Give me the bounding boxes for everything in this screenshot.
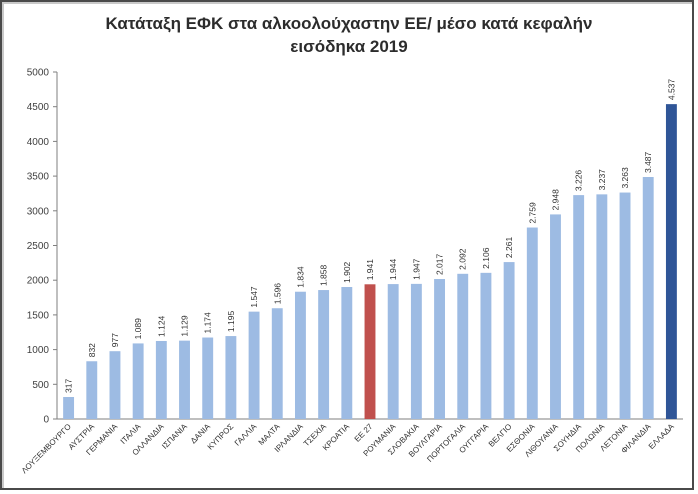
chart-title: Κατάταξη ΕΦΚ στα αλκοολούχαστην ΕΕ/ μέσο…	[0, 12, 698, 58]
data-label: 1.947	[411, 258, 421, 280]
category-label: ΛΟΥΞΕΜΒΟΥΡΓΟ	[20, 422, 73, 475]
y-tick-label: 4000	[27, 137, 50, 148]
data-label: 2.017	[435, 253, 445, 275]
bar	[434, 279, 446, 419]
data-label: 832	[87, 343, 97, 357]
chart-title-line1: Κατάταξη ΕΦΚ στα αλκοολούχαστην ΕΕ/ μέσο…	[105, 14, 593, 33]
data-label: 4.537	[666, 79, 676, 101]
data-label: 1.547	[249, 286, 259, 308]
data-label: 317	[64, 379, 74, 393]
data-label: 3.487	[643, 151, 653, 173]
bar	[457, 273, 469, 419]
bar	[526, 227, 538, 419]
data-label: 977	[110, 333, 120, 347]
bar	[132, 343, 144, 419]
bar	[410, 283, 422, 419]
y-tick-label: 2500	[27, 241, 50, 252]
data-label: 1.195	[226, 311, 236, 333]
data-label: 1.941	[365, 259, 375, 281]
data-label: 1.944	[388, 259, 398, 281]
bar	[202, 337, 214, 419]
chart-title-line2: εισόδηκα 2019	[290, 37, 408, 56]
data-label: 1.902	[342, 261, 352, 283]
bar	[480, 272, 492, 419]
data-label: 2.092	[458, 248, 468, 270]
bar	[294, 291, 306, 419]
data-label: 1.124	[156, 315, 166, 337]
bar	[248, 311, 260, 419]
data-label: 2.261	[504, 237, 514, 259]
data-label: 1.089	[133, 318, 143, 340]
bar	[155, 340, 167, 419]
y-tick-label: 500	[32, 380, 49, 391]
data-label: 3.226	[574, 170, 584, 192]
bar	[271, 308, 283, 419]
bar	[573, 195, 585, 419]
bar	[642, 177, 654, 419]
y-tick-label: 1500	[27, 310, 50, 321]
bar	[225, 336, 237, 419]
data-label: 3.263	[620, 167, 630, 189]
bar	[550, 214, 561, 419]
bar	[596, 194, 608, 419]
bar	[341, 287, 353, 419]
bar	[364, 284, 376, 419]
data-label: 2.948	[550, 189, 560, 211]
data-label: 1.174	[203, 312, 213, 334]
data-label: 1.129	[180, 315, 190, 337]
category-label: ΙΣΠΑΝΙΑ	[160, 422, 189, 451]
bar	[619, 192, 631, 419]
y-tick-label: 1000	[27, 345, 50, 356]
data-label: 1.834	[295, 266, 305, 288]
y-tick-label: 3000	[27, 206, 50, 217]
bar	[387, 284, 399, 419]
y-tick-label: 2000	[27, 276, 50, 287]
y-tick-label: 0	[43, 415, 49, 426]
data-label: 3.237	[597, 169, 607, 191]
y-tick-label: 3500	[27, 172, 50, 183]
bar	[63, 397, 75, 419]
category-label: ΕΛΛΑΔΑ	[647, 422, 676, 451]
category-label: ΓΑΛΛΙΑ	[233, 422, 259, 448]
data-label: 1.596	[272, 283, 282, 305]
bar	[179, 340, 190, 419]
y-tick-label: 5000	[27, 68, 50, 79]
bar	[665, 104, 677, 419]
bar	[109, 351, 121, 419]
data-label: 2.759	[527, 202, 537, 224]
bar	[318, 290, 330, 419]
bar	[503, 262, 515, 419]
data-label: 1.858	[319, 265, 329, 287]
y-tick-label: 4500	[27, 102, 50, 113]
data-label: 2.106	[481, 247, 491, 269]
bar	[86, 361, 98, 419]
